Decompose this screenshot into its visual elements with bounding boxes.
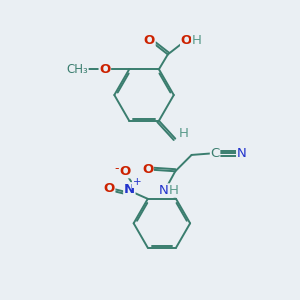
Text: H: H [192, 34, 202, 47]
Text: O: O [120, 165, 131, 178]
Text: N: N [237, 147, 246, 160]
Text: C: C [211, 147, 220, 160]
Text: O: O [103, 182, 115, 195]
Text: H: H [169, 184, 179, 197]
Text: N: N [159, 184, 169, 197]
Text: O: O [181, 34, 192, 47]
Text: -: - [114, 162, 119, 175]
Text: O: O [142, 163, 153, 176]
Text: N: N [124, 183, 135, 196]
Text: O: O [144, 34, 155, 47]
Text: H: H [178, 127, 188, 140]
Text: +: + [133, 178, 141, 188]
Text: CH₃: CH₃ [66, 63, 88, 76]
Text: O: O [99, 63, 110, 76]
